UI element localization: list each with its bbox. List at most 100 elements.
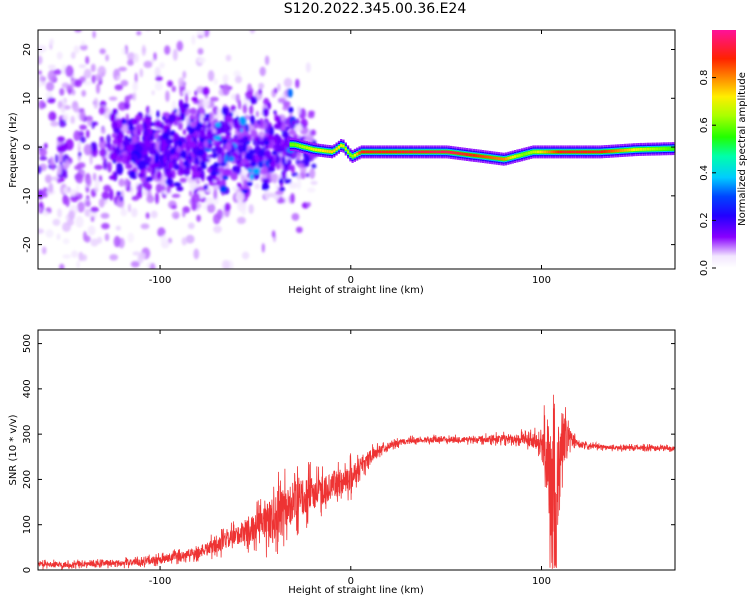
noise-blob [79, 124, 87, 130]
noise-blob [193, 248, 200, 260]
ridge-cell [619, 149, 622, 152]
noise-blob [288, 164, 292, 171]
noise-blob [264, 55, 270, 66]
noise-blob [127, 232, 135, 243]
noise-blob [276, 119, 283, 129]
noise-blob [78, 151, 82, 157]
noise-blob [38, 70, 42, 75]
noise-blob [195, 178, 201, 185]
ridge-cell [635, 148, 638, 151]
noise-blob [190, 121, 197, 128]
noise-blob [74, 79, 83, 88]
noise-blob [194, 90, 198, 96]
noise-blob [131, 119, 139, 125]
noise-blob [188, 155, 193, 161]
noise-blob [206, 203, 216, 214]
noise-blob [191, 201, 198, 211]
noise-blob [217, 139, 221, 149]
ridge-cell [614, 149, 617, 153]
x-tick-label: -100 [149, 275, 172, 286]
noise-blob [194, 113, 198, 122]
noise-blob [284, 178, 292, 184]
noise-blob [98, 175, 103, 182]
colorbar-tick-label: 0.2 [699, 212, 710, 228]
noise-blob [125, 177, 129, 189]
noise-blob [222, 175, 229, 181]
ridge-cell [447, 150, 450, 154]
noise-blob [137, 160, 146, 170]
noise-blob [136, 30, 142, 36]
ridge-cell [438, 150, 441, 154]
noise-blob [305, 62, 311, 73]
ridge-cell [479, 154, 482, 158]
ridge-cell [367, 150, 370, 154]
y-tick-label: 10 [22, 92, 33, 105]
noise-blob [139, 123, 143, 132]
noise-blob [154, 82, 163, 91]
noise-blob [279, 186, 286, 192]
ridge-cell [443, 150, 446, 154]
ridge-cell [342, 144, 345, 148]
ridge-cell [314, 148, 318, 152]
noise-blob [234, 75, 243, 84]
noise-blob [49, 38, 54, 46]
noise-blob [171, 158, 178, 165]
noise-blob [85, 200, 91, 207]
noise-blob [52, 218, 61, 226]
ridge-cell [411, 150, 414, 154]
x-tick-label: 0 [348, 576, 354, 587]
noise-blob [254, 183, 260, 190]
noise-blob [136, 185, 142, 192]
noise-blob [118, 66, 127, 72]
ridge-cell [335, 147, 338, 151]
noise-blob [203, 184, 209, 191]
ridge-cell [621, 149, 624, 152]
noise-blob [181, 237, 187, 246]
noise-blob [152, 166, 157, 175]
noise-blob [38, 228, 44, 234]
noise-blob [188, 161, 192, 170]
noise-blob [286, 117, 290, 127]
ridge-cell [351, 155, 354, 158]
y-tick-label: -10 [22, 188, 33, 204]
noise-blob [213, 225, 222, 234]
colorbar-tick-label: 0.6 [699, 117, 710, 133]
ridge-cell [477, 154, 480, 158]
noise-blob [81, 90, 87, 97]
noise-blob [165, 137, 173, 145]
y-tick-label: 200 [22, 470, 33, 489]
noise-blob [99, 48, 106, 55]
noise-blob [69, 189, 77, 197]
ridge-cell [301, 145, 304, 148]
noise-blob [295, 118, 300, 126]
noise-blob [144, 153, 149, 164]
ridge-cell [518, 154, 521, 157]
noise-blob [56, 164, 62, 176]
noise-blob [89, 153, 93, 165]
noise-blob [262, 178, 270, 184]
noise-blob [123, 141, 130, 145]
noise-blob [276, 174, 283, 179]
ridge-cell [633, 148, 636, 152]
ridge-cell [617, 149, 620, 153]
noise-blob [45, 81, 55, 92]
noise-blob [59, 177, 65, 182]
noise-blob [96, 83, 100, 94]
noise-blob [104, 233, 110, 242]
ridge-cell [340, 144, 343, 147]
noise-blob [60, 105, 66, 114]
noise-blob [300, 118, 308, 128]
noise-blob [130, 261, 140, 268]
noise-blob [202, 86, 210, 96]
ridge-cell [475, 154, 478, 157]
noise-blob [131, 207, 138, 218]
noise-blob [47, 97, 56, 104]
noise-blob [288, 182, 298, 189]
noise-blob [242, 202, 247, 211]
noise-blob [282, 100, 291, 108]
noise-blob [196, 214, 201, 222]
ridge-cell [539, 150, 542, 154]
noise-blob [310, 129, 316, 136]
noise-blob [146, 166, 152, 173]
snr-series-line [38, 394, 675, 570]
